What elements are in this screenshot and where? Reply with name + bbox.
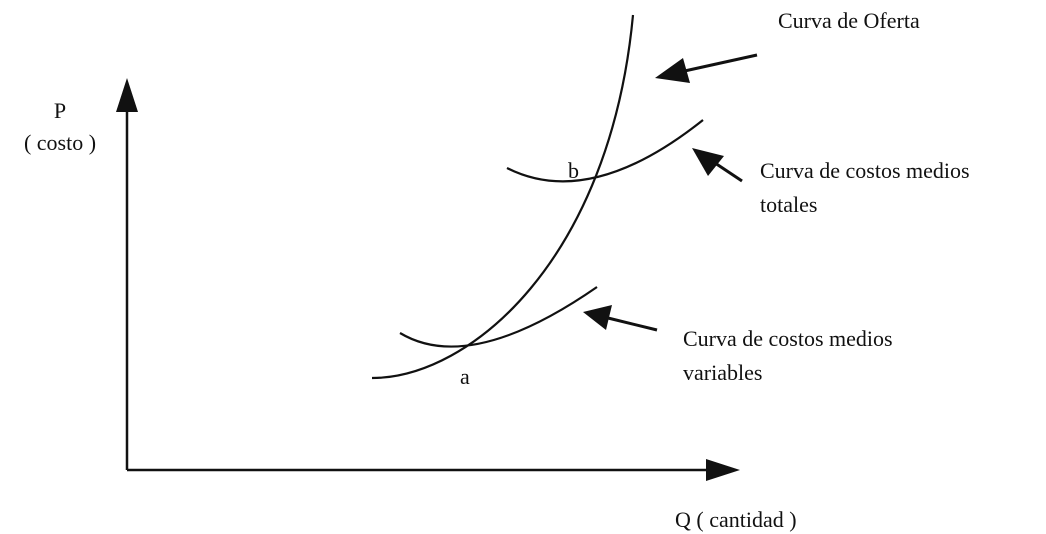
variable-cost-label: Curva de costos medios bbox=[683, 326, 893, 351]
total-average-cost-curve bbox=[506, 119, 704, 183]
total-cost-label: totales bbox=[760, 192, 817, 217]
y-axis-arrow bbox=[116, 78, 138, 112]
x-axis-arrow bbox=[706, 459, 740, 481]
x-axis-label: Q ( cantidad ) bbox=[675, 507, 797, 532]
supply-curve bbox=[371, 14, 635, 380]
pointer-arrow bbox=[679, 53, 758, 74]
variable-average-cost-curve bbox=[399, 286, 598, 348]
pointer-arrow-head bbox=[692, 148, 724, 176]
y-axis-sublabel: ( costo ) bbox=[24, 130, 96, 155]
point-label: b bbox=[568, 158, 579, 183]
supply-label: Curva de Oferta bbox=[778, 8, 920, 33]
point-label: a bbox=[460, 364, 470, 389]
variable-cost-label: variables bbox=[683, 360, 762, 385]
pointer-arrow-head bbox=[583, 305, 612, 330]
pointer-arrow bbox=[607, 316, 658, 332]
pointer-arrow-head bbox=[655, 58, 690, 83]
y-axis-label: P bbox=[54, 98, 66, 123]
total-cost-label: Curva de costos medios bbox=[760, 158, 970, 183]
